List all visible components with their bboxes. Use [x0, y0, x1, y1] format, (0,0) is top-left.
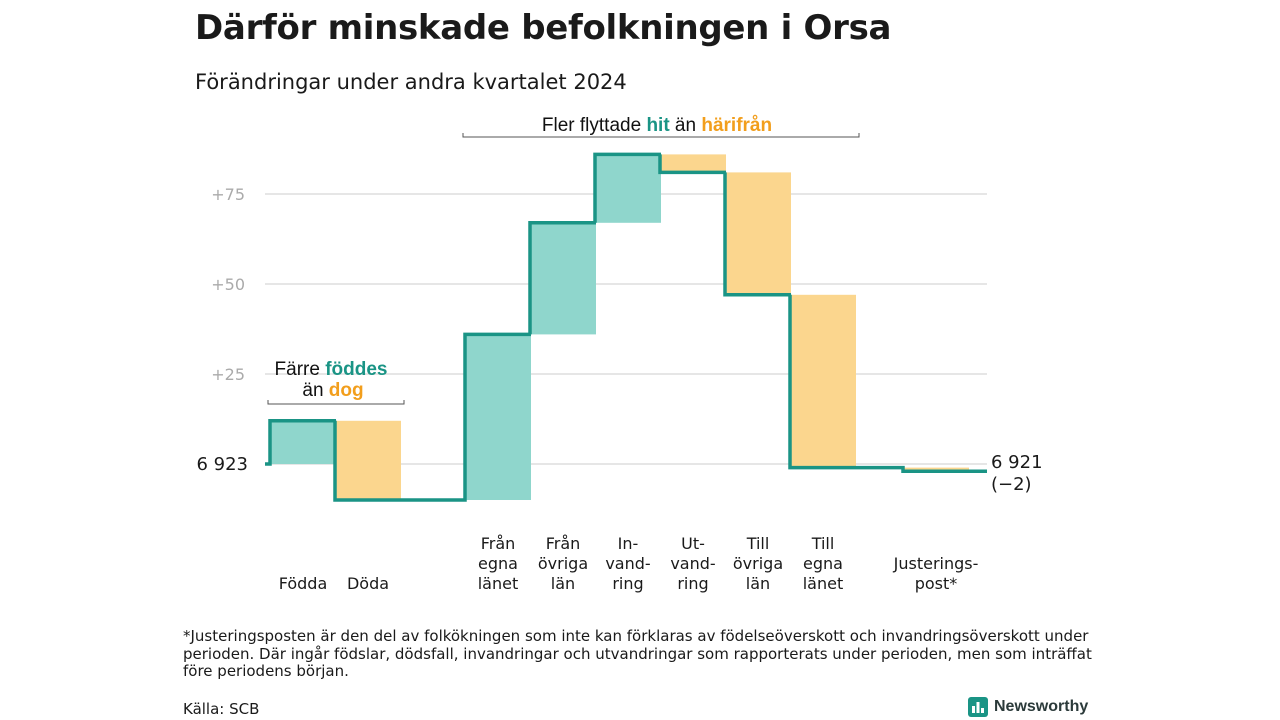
brand-logo: Newsworthy: [968, 697, 1088, 717]
category-label: Från: [546, 534, 581, 553]
y-tick-label: +75: [211, 185, 245, 204]
category-label: Ut-: [681, 534, 705, 553]
category-label: In-: [618, 534, 639, 553]
bracket-births: [267, 400, 405, 405]
category-label: Födda: [279, 574, 328, 593]
category-label: Justerings-: [893, 554, 979, 573]
end-change-label: (−2): [991, 474, 1032, 495]
brand-name: Newsworthy: [994, 698, 1089, 715]
chart-title: Därför minskade befolkningen i Orsa: [195, 8, 892, 48]
step-line: [265, 152, 987, 502]
category-label: ring: [677, 574, 708, 593]
category-label: vand-: [605, 554, 650, 573]
annotation-part: än: [302, 380, 328, 401]
bar-2: [465, 334, 531, 500]
annotation-moves: Fler flyttade hit än härifrån: [542, 115, 772, 136]
category-label: övriga: [538, 554, 588, 573]
annotation-part: föddes: [325, 359, 387, 380]
category-label: länet: [478, 574, 519, 593]
category-label: egna: [803, 554, 843, 573]
y-tick-label: +25: [211, 365, 245, 384]
category-label: län: [551, 574, 575, 593]
annotation-births-line1: Färre föddes: [275, 359, 388, 380]
category-label: ring: [612, 574, 643, 593]
category-label: vand-: [670, 554, 715, 573]
chart-subtitle: Förändringar under andra kvartalet 2024: [195, 70, 627, 94]
annotation-part: Fler flyttade: [542, 115, 647, 136]
category-label: Döda: [347, 574, 389, 593]
annotation-births-line2: än dog: [302, 380, 363, 401]
bar-4: [595, 154, 661, 223]
category-label: länet: [803, 574, 844, 593]
bar-chart-icon: [968, 697, 988, 717]
category-label: Till: [746, 534, 770, 553]
bar-6: [725, 172, 791, 295]
source-label: Källa: SCB: [183, 700, 260, 718]
annotation-part: dog: [329, 380, 364, 401]
bar-8: [903, 467, 969, 472]
bar-7: [790, 294, 856, 468]
annotation-part: än: [670, 115, 702, 136]
bar-0: [270, 420, 336, 464]
bar-5: [660, 154, 726, 173]
category-label: post*: [915, 574, 958, 593]
category-label: övriga: [733, 554, 783, 573]
category-label: län: [746, 574, 770, 593]
bar-1: [335, 420, 401, 500]
start-value-label: 6 923: [196, 454, 248, 475]
end-value-label: 6 921: [991, 452, 1043, 473]
waterfall-step-line: [265, 152, 987, 502]
bar-3: [530, 222, 596, 335]
category-label: Till: [811, 534, 835, 553]
category-label: egna: [478, 554, 518, 573]
bars: [270, 154, 969, 500]
category-label: Från: [481, 534, 516, 553]
annotation-part: härifrån: [701, 115, 772, 136]
bracket-moves: [462, 133, 860, 138]
annotation-part: hit: [646, 115, 670, 136]
annotation-part: Färre: [275, 359, 326, 380]
footnote: *Justeringsposten är den del av folkökni…: [183, 627, 1092, 680]
y-tick-label: +50: [211, 275, 245, 294]
